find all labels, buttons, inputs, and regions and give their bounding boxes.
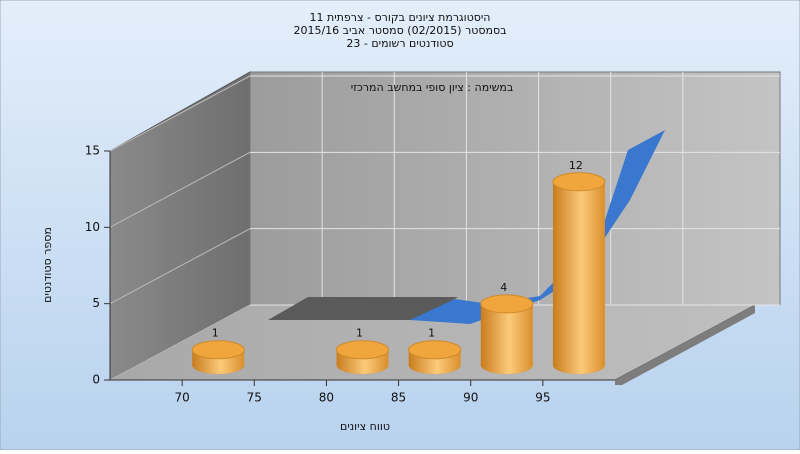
x-tick-label: 95 <box>535 391 550 405</box>
x-axis-label: טווח ציונים <box>340 420 390 433</box>
x-tick-label: 90 <box>463 391 478 405</box>
data-label: 1 <box>212 327 219 340</box>
grid-line <box>109 75 251 152</box>
grid-line <box>109 228 251 305</box>
y-tick-label: 15 <box>85 144 100 158</box>
bar-bottom-front <box>336 356 389 374</box>
bar-bottom-front <box>480 356 533 374</box>
bar-top <box>480 294 534 314</box>
bar <box>408 340 462 374</box>
chart-title: סטודנטים רשומים - 23 <box>346 37 453 50</box>
back-shape <box>268 297 458 320</box>
bar-top <box>336 340 389 360</box>
bar-bottom-front <box>552 356 605 374</box>
x-tick-label: 85 <box>391 391 406 405</box>
grid-line <box>109 304 251 381</box>
bar <box>552 172 606 374</box>
x-tick-label: 80 <box>319 391 334 405</box>
data-label: 1 <box>428 327 435 340</box>
data-label: 1 <box>356 327 363 340</box>
bar-bottom-front <box>408 356 461 374</box>
bar <box>336 340 389 374</box>
bar <box>480 294 534 374</box>
x-tick-label: 70 <box>175 391 190 405</box>
y-axis-label: מספר סטודנטים <box>41 227 54 303</box>
bar-top <box>191 340 245 360</box>
chart-subtitle: במשימה : ציון סופי במחשב המרכזי <box>351 81 514 94</box>
x-tick-label: 75 <box>247 391 262 405</box>
y-tick-label: 10 <box>85 220 100 234</box>
grid-line <box>109 151 251 228</box>
y-tick-label: 0 <box>92 373 100 387</box>
chart-title: היסטוגרמת ציונים בקורס - צרפתית 11 <box>310 11 491 24</box>
y-tick-label: 5 <box>92 296 100 310</box>
bar-body <box>552 181 605 365</box>
chart-title: בסמסטר (02/2015) סמסטר אביב 2015/16 <box>293 24 506 37</box>
curve-area <box>410 130 665 324</box>
data-label: 4 <box>500 281 507 294</box>
bars: 1 1 1 4 12 <box>191 159 606 374</box>
bar-top <box>552 172 606 192</box>
back-wall <box>249 71 781 306</box>
bar-top <box>408 340 462 360</box>
bar-bottom-front <box>192 356 245 374</box>
bar <box>191 340 245 374</box>
floor-edge <box>615 305 755 385</box>
data-label: 12 <box>569 159 583 172</box>
bar-body <box>480 303 533 365</box>
